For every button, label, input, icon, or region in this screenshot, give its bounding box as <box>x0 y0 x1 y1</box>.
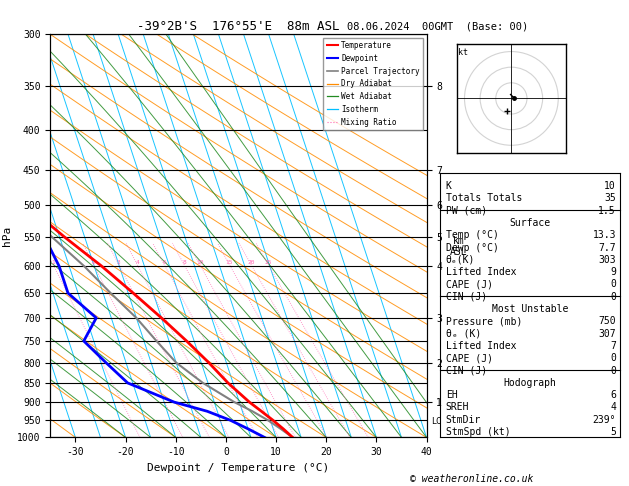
Text: 307: 307 <box>598 329 616 339</box>
Text: 5: 5 <box>610 427 616 437</box>
X-axis label: Dewpoint / Temperature (°C): Dewpoint / Temperature (°C) <box>147 463 330 473</box>
Text: 9: 9 <box>610 267 616 277</box>
Text: 8: 8 <box>182 260 186 265</box>
Text: 15: 15 <box>226 260 233 265</box>
Text: 6: 6 <box>162 260 166 265</box>
Text: 20: 20 <box>247 260 255 265</box>
Legend: Temperature, Dewpoint, Parcel Trajectory, Dry Adiabat, Wet Adiabat, Isotherm, Mi: Temperature, Dewpoint, Parcel Trajectory… <box>323 38 423 130</box>
Text: Lifted Index: Lifted Index <box>446 267 516 277</box>
Text: 4: 4 <box>610 402 616 413</box>
Text: 1.5: 1.5 <box>598 206 616 216</box>
Text: 7.7: 7.7 <box>598 243 616 253</box>
Text: LCL: LCL <box>431 417 446 427</box>
Text: StmDir: StmDir <box>446 415 481 425</box>
Text: EH: EH <box>446 390 457 400</box>
Text: 08.06.2024  00GMT  (Base: 00): 08.06.2024 00GMT (Base: 00) <box>347 22 528 32</box>
Text: 35: 35 <box>604 193 616 204</box>
Text: Surface: Surface <box>509 218 550 228</box>
Text: © weatheronline.co.uk: © weatheronline.co.uk <box>410 473 533 484</box>
Text: Hodograph: Hodograph <box>504 378 557 388</box>
Text: CAPE (J): CAPE (J) <box>446 279 493 290</box>
Text: Temp (°C): Temp (°C) <box>446 230 499 241</box>
Text: CIN (J): CIN (J) <box>446 292 487 302</box>
Text: 0: 0 <box>610 353 616 363</box>
Text: Totals Totals: Totals Totals <box>446 193 522 204</box>
Text: 10: 10 <box>604 181 616 191</box>
Text: CIN (J): CIN (J) <box>446 365 487 376</box>
Text: Pressure (mb): Pressure (mb) <box>446 316 522 327</box>
Y-axis label: hPa: hPa <box>1 226 11 246</box>
Text: 4: 4 <box>135 260 139 265</box>
Text: 1: 1 <box>51 260 55 265</box>
Text: K: K <box>446 181 452 191</box>
Text: 25: 25 <box>265 260 272 265</box>
Text: 10: 10 <box>196 260 204 265</box>
Text: θₑ (K): θₑ (K) <box>446 329 481 339</box>
Text: StmSpd (kt): StmSpd (kt) <box>446 427 510 437</box>
Text: 239°: 239° <box>593 415 616 425</box>
Text: 7: 7 <box>610 341 616 351</box>
Y-axis label: km
ASL: km ASL <box>450 236 467 257</box>
Text: PW (cm): PW (cm) <box>446 206 487 216</box>
Text: 2: 2 <box>92 260 96 265</box>
Text: 0: 0 <box>610 279 616 290</box>
Text: 6: 6 <box>610 390 616 400</box>
Text: Dewp (°C): Dewp (°C) <box>446 243 499 253</box>
Text: 0: 0 <box>610 292 616 302</box>
Text: 303: 303 <box>598 255 616 265</box>
Title: -39°2B'S  176°55'E  88m ASL: -39°2B'S 176°55'E 88m ASL <box>137 20 340 33</box>
Text: kt: kt <box>459 48 468 57</box>
Text: 0: 0 <box>610 365 616 376</box>
Text: 13.3: 13.3 <box>593 230 616 241</box>
Text: CAPE (J): CAPE (J) <box>446 353 493 363</box>
Text: Most Unstable: Most Unstable <box>492 304 568 314</box>
Text: 750: 750 <box>598 316 616 327</box>
Text: Lifted Index: Lifted Index <box>446 341 516 351</box>
Text: SREH: SREH <box>446 402 469 413</box>
Text: θₑ(K): θₑ(K) <box>446 255 475 265</box>
Text: 3: 3 <box>117 260 121 265</box>
